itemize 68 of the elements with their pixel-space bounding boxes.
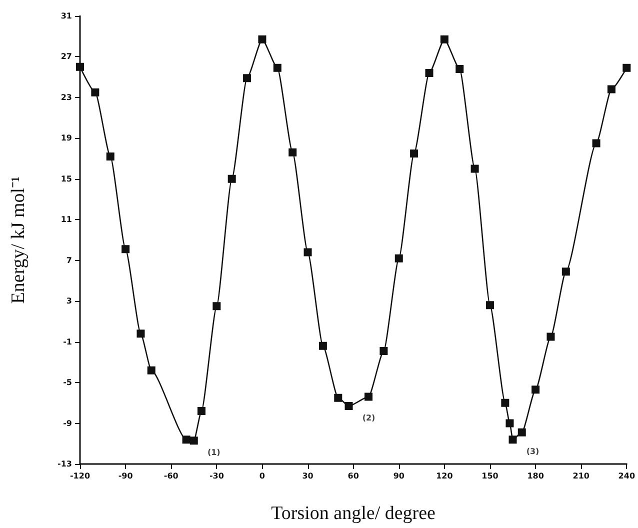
point [197,407,206,416]
point [318,342,327,350]
point [518,428,526,436]
annotation: (2) [362,413,376,422]
x-tick-label: -60 [164,472,179,480]
point [506,419,514,428]
x-tick-label: 90 [393,472,405,480]
point [440,35,448,44]
point [380,346,388,355]
y-tick-label: -13 [58,460,72,468]
x-tick-label: 120 [436,472,454,480]
point [288,148,297,156]
point [91,88,100,96]
x-tick-label: 210 [572,472,590,480]
point [607,85,616,94]
point [273,64,282,72]
point [228,174,236,183]
y-tick-label: 27 [60,52,72,62]
y-tick-label: -5 [63,378,72,388]
point [212,302,221,310]
x-axis-title: Torsion angle/ degree [271,503,436,524]
point [410,149,418,158]
point [190,436,198,445]
point [122,245,130,254]
y-axis-title: Energy/ kJ mol⁻¹ [8,176,29,304]
point [364,392,373,401]
point [344,402,353,410]
point [546,332,555,341]
point [456,64,464,73]
point [76,62,84,71]
point [304,248,312,256]
x-tick-label: 180 [527,472,544,480]
x-tick-label: -90 [118,472,134,480]
x-tick-label: 60 [348,472,360,480]
point [334,394,342,402]
x-tick-label: 30 [302,472,314,480]
point [147,366,156,374]
point [501,398,510,407]
point [243,74,252,82]
y-tick-label: 11 [60,215,72,224]
y-tick-label: 15 [60,174,72,184]
point [622,64,631,72]
x-tick-label: -30 [209,472,224,480]
point [136,330,145,338]
y-tick-label: -9 [63,418,72,428]
y-tick-label: 7 [66,256,72,265]
point [258,35,266,44]
point [425,69,434,78]
annotation: (1) [207,448,220,458]
x-tick-label: 150 [482,472,499,480]
annotation: (3) [526,447,540,456]
y-tick-label: 23 [60,92,72,102]
point [486,301,494,310]
point [592,139,600,148]
y-tick-label: 19 [60,134,72,143]
y-tick-label: 3 [66,296,72,306]
point [508,436,517,444]
point [470,164,479,173]
x-tick-label: -120 [70,472,90,480]
point [106,152,114,161]
y-tick-label: 31 [60,12,72,20]
x-tick-label: 240 [618,472,636,480]
point [394,254,403,262]
y-tick-label: -1 [63,337,72,346]
point [182,436,190,444]
x-tick-label: 0 [259,472,266,480]
point [562,268,570,276]
point [532,386,540,394]
